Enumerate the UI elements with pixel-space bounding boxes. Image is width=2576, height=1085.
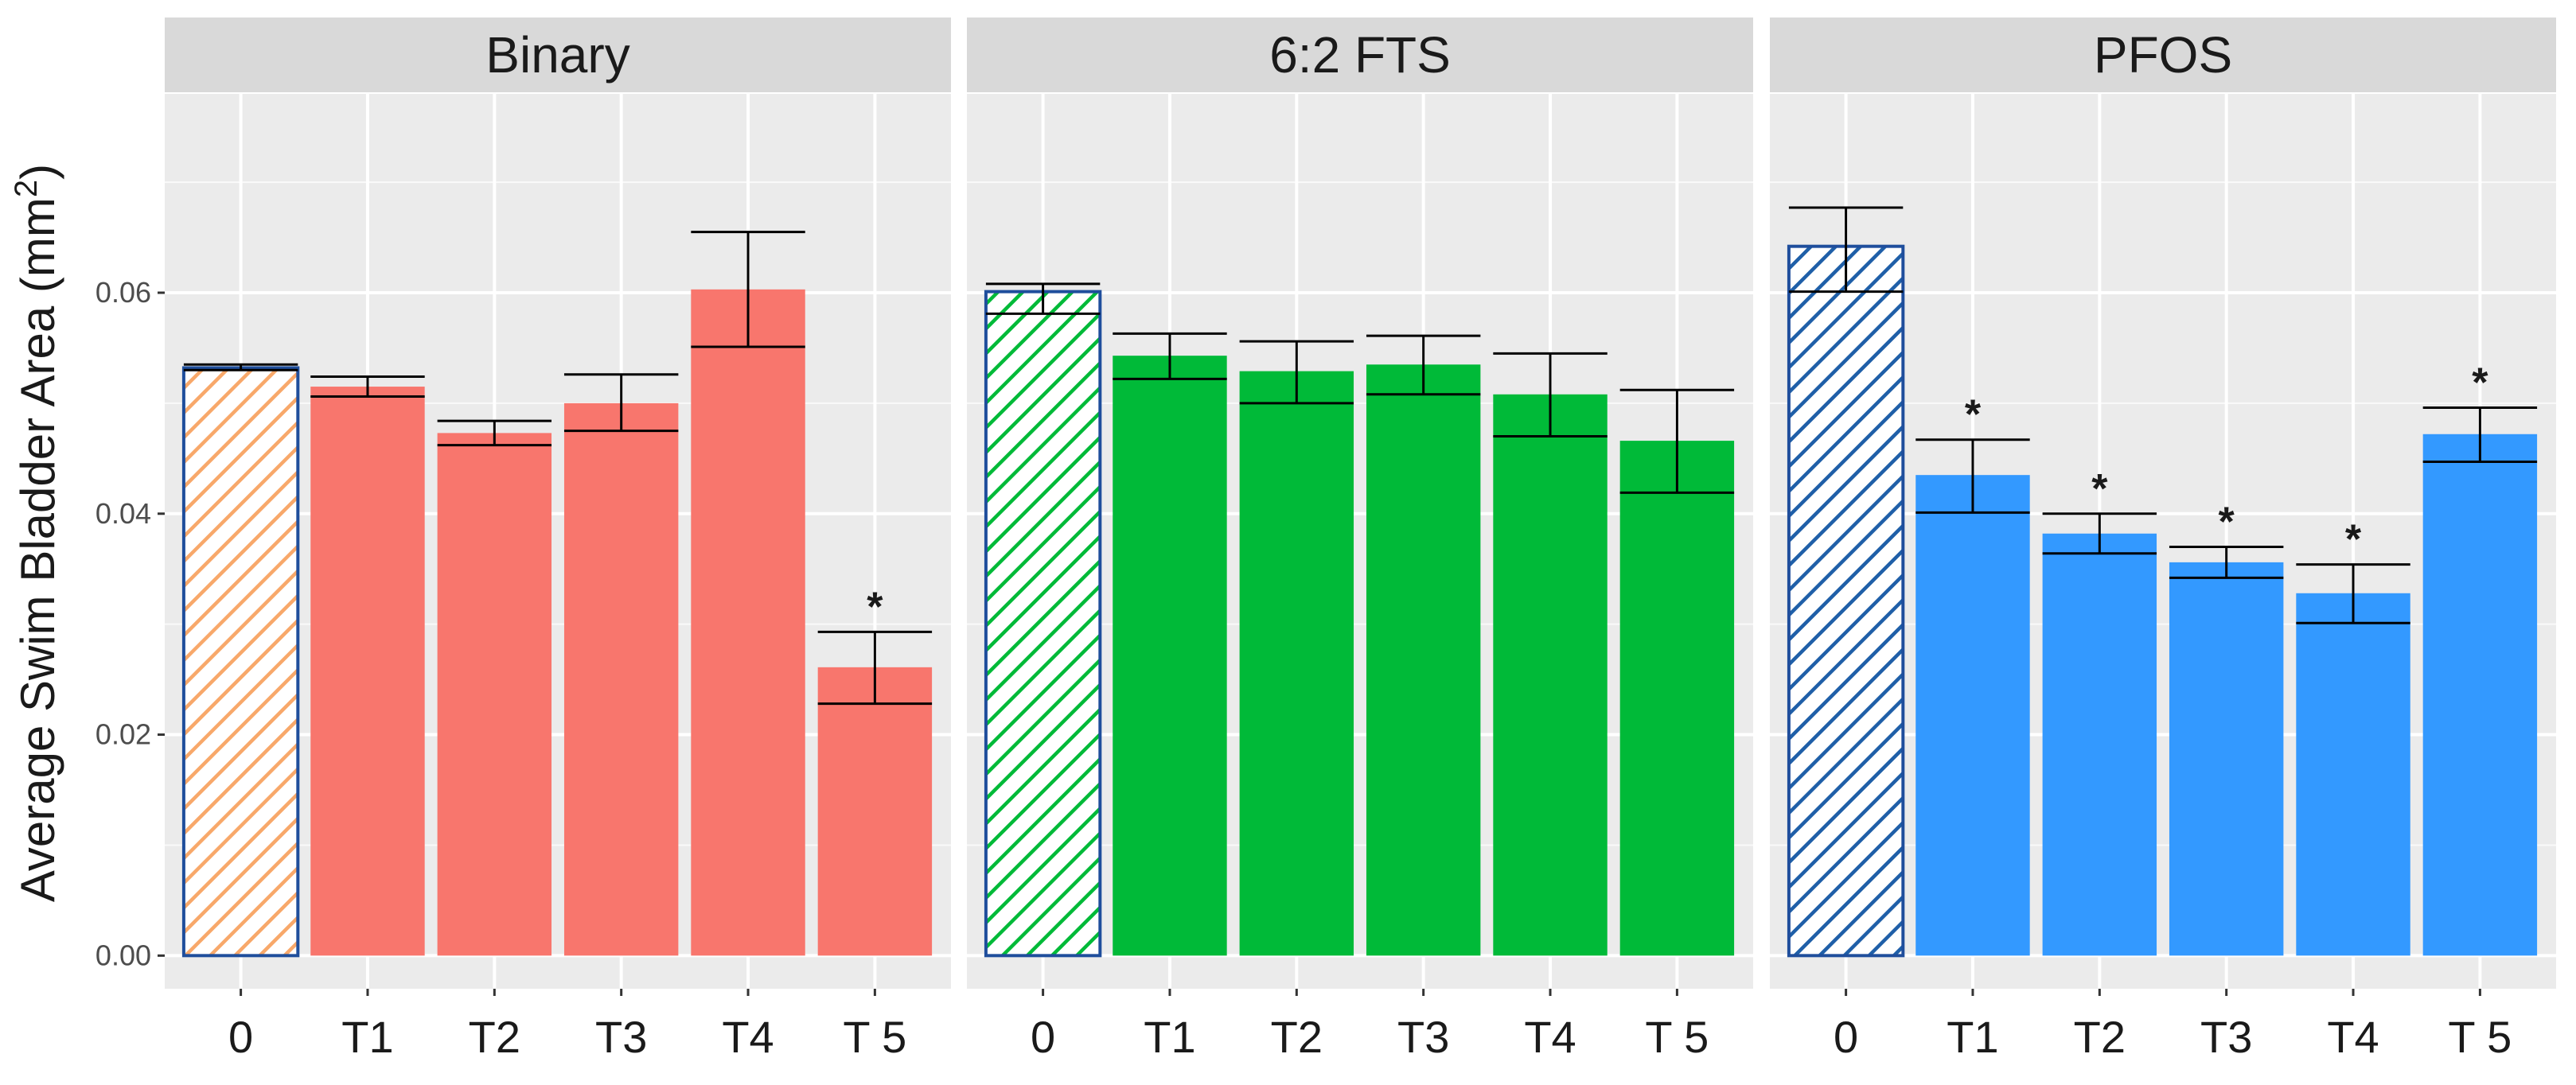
bar <box>2042 533 2157 956</box>
bar <box>1915 475 2030 956</box>
bar <box>2296 593 2410 956</box>
y-axis-label-close: ) <box>11 164 64 180</box>
bar <box>310 387 425 956</box>
error-bar <box>1788 206 1904 294</box>
error-bar <box>2042 512 2157 555</box>
panel-1: Binary * 0 T1 T2 T3 T4 T 5 <box>165 18 951 1062</box>
error-bar <box>2169 545 2284 579</box>
significance-marker: * <box>1965 392 1982 438</box>
error-bar <box>1366 334 1481 396</box>
x-tick-label: T4 <box>1524 1012 1576 1062</box>
significance-marker: * <box>2345 517 2362 563</box>
y-axis-label-superscript: 2 <box>9 180 44 197</box>
y-axis-label-main: Average Swim Bladder Area (mm <box>11 197 64 902</box>
error-bar <box>985 282 1101 315</box>
bar <box>437 433 552 956</box>
error-bar <box>1239 340 1354 405</box>
control-bar <box>181 366 300 958</box>
bar <box>1366 364 1481 956</box>
bar <box>1493 394 1608 956</box>
bar <box>691 289 805 956</box>
bar <box>2422 434 2538 956</box>
error-bar <box>1619 388 1735 494</box>
bar <box>2169 562 2284 956</box>
x-tick-label: T2 <box>2074 1012 2126 1062</box>
error-bar <box>2296 563 2410 624</box>
x-tick-label: T2 <box>1271 1012 1323 1062</box>
facet-title: PFOS <box>2094 26 2232 84</box>
x-tick-label: T 5 <box>1645 1012 1709 1062</box>
significance-marker: * <box>2091 466 2108 512</box>
facet-title: Binary <box>485 26 629 84</box>
significance-marker: * <box>867 584 883 630</box>
panel-2: 6:2 FTS 0 T1 T2 T3 T4 T 5 <box>967 18 1753 1062</box>
significance-marker: * <box>2472 360 2488 406</box>
x-tick-label: 0 <box>228 1012 253 1062</box>
x-tick-label: 0 <box>1031 1012 1055 1062</box>
error-bar <box>310 375 425 399</box>
error-bar <box>183 363 298 371</box>
y-axis-ticks: 0.00 0.02 0.04 0.06 <box>95 276 165 971</box>
y-axis-label: Average Swim Bladder Area (mm2) <box>9 164 64 902</box>
x-tick-label: T2 <box>469 1012 520 1062</box>
error-bar <box>1493 352 1608 438</box>
error-bar <box>437 419 552 447</box>
facet-strip <box>165 18 951 92</box>
y-tick-label: 0.04 <box>95 497 151 530</box>
x-tick-label: T 5 <box>843 1012 906 1062</box>
x-tick-label: T4 <box>722 1012 774 1062</box>
x-tick-label: T3 <box>595 1012 647 1062</box>
panel-3: PFOS * * * * * 0 T1 T2 T3 T4 T 5 <box>1770 18 2556 1062</box>
y-tick-label: 0.06 <box>95 276 151 309</box>
bar <box>563 402 679 956</box>
x-tick-label: T 5 <box>2448 1012 2512 1062</box>
error-bar <box>563 373 679 433</box>
x-tick-label: T1 <box>341 1012 393 1062</box>
bar <box>1113 356 1227 956</box>
error-bar <box>691 231 805 348</box>
y-tick-label: 0.02 <box>95 718 151 751</box>
x-tick-label: T3 <box>1397 1012 1449 1062</box>
bar <box>817 667 933 956</box>
bar <box>1619 441 1735 956</box>
facet-title: 6:2 FTS <box>1269 26 1451 84</box>
facet-strip <box>1770 18 2556 92</box>
x-tick-label: T3 <box>2200 1012 2252 1062</box>
significance-marker: * <box>2219 499 2235 545</box>
facet-strip <box>967 18 1753 92</box>
control-bar <box>1787 244 1905 958</box>
error-bar <box>2422 406 2538 463</box>
y-tick-label: 0.00 <box>95 939 151 971</box>
x-tick-label: 0 <box>1834 1012 1858 1062</box>
x-tick-label: T1 <box>1947 1012 1998 1062</box>
error-bar <box>817 630 933 706</box>
control-bar <box>984 290 1102 958</box>
bar <box>1239 371 1354 956</box>
error-bar <box>1113 332 1227 380</box>
x-tick-label: T4 <box>2327 1012 2379 1062</box>
error-bar <box>1915 438 2030 514</box>
x-tick-label: T1 <box>1144 1012 1195 1062</box>
